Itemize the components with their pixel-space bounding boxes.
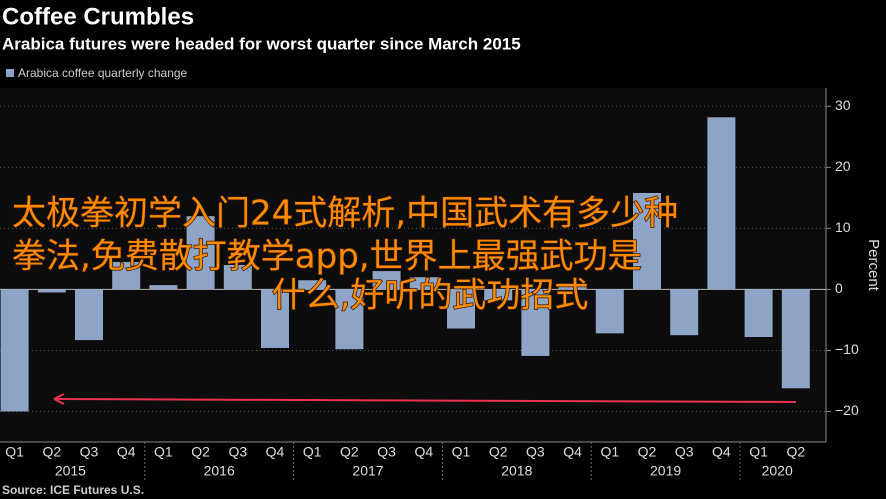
bar: [0, 289, 29, 412]
y-axis-label: Percent: [865, 239, 882, 292]
x-tick-label: Q3: [377, 444, 396, 460]
overlay-text: 太极拳初学入门24式解析,中国武术有多少种: [12, 194, 678, 234]
x-tick-label: Q1: [303, 444, 322, 460]
year-label: 2019: [650, 463, 681, 479]
bar: [781, 289, 810, 389]
x-tick-label: Q1: [749, 444, 768, 460]
x-tick-label: Q1: [154, 444, 173, 460]
x-tick-label: Q1: [452, 444, 471, 460]
x-tick-label: Q2: [42, 444, 61, 460]
bar: [112, 261, 141, 290]
legend-label: Arabica coffee quarterly change: [18, 66, 188, 80]
x-tick-label: Q2: [191, 444, 210, 460]
x-tick-label: Q4: [712, 444, 731, 460]
x-tick-label: Q3: [228, 444, 247, 460]
x-tick-label: Q2: [340, 444, 359, 460]
x-tick-label: Q3: [80, 444, 99, 460]
bar: [707, 117, 736, 290]
x-tick-label: Q4: [563, 444, 582, 460]
bar: [558, 283, 587, 290]
bar: [335, 289, 364, 350]
bar: [521, 289, 550, 356]
bar: [149, 285, 178, 290]
chart-subtitle: Arabica futures were headed for worst qu…: [2, 34, 521, 53]
bar: [409, 277, 438, 290]
legend-swatch: [6, 69, 14, 77]
bar: [261, 289, 289, 349]
year-label: 2018: [501, 463, 532, 479]
chart-title: Coffee Crumbles: [2, 3, 194, 30]
bar: [744, 289, 773, 338]
y-tick-label: 20: [835, 158, 851, 174]
bar: [447, 289, 475, 329]
source: Source: ICE Futures U.S.: [2, 483, 144, 497]
bar: [186, 216, 215, 290]
x-tick-label: Q2: [786, 444, 805, 460]
x-tick-label: Q3: [675, 444, 694, 460]
bar: [670, 289, 699, 336]
x-tick-label: Q4: [117, 444, 136, 460]
bar: [484, 289, 513, 301]
year-label: 2017: [352, 463, 383, 479]
y-tick-label: 0: [835, 280, 843, 296]
bar: [595, 289, 624, 334]
x-tick-label: Q4: [414, 444, 433, 460]
bar: [75, 289, 103, 341]
bar: [633, 192, 661, 290]
y-tick-label: −10: [835, 341, 859, 357]
arrow-head: [53, 393, 65, 405]
overlay-text: 什么,好听的武功招式: [272, 276, 589, 316]
overlay-text: 拳法,免费散打教学app,世界上最强武功是: [12, 237, 642, 277]
year-label: 2020: [762, 463, 793, 479]
year-label: 2015: [55, 463, 86, 479]
bar: [223, 265, 252, 290]
x-tick-label: Q2: [489, 444, 508, 460]
x-tick-label: Q1: [600, 444, 619, 460]
y-tick-label: 10: [835, 219, 851, 235]
bar: [372, 271, 401, 290]
y-tick-label: 30: [835, 97, 851, 113]
bar: [298, 280, 327, 290]
x-tick-label: Q4: [266, 444, 285, 460]
x-tick-label: Q1: [5, 444, 24, 460]
x-tick-label: Q2: [638, 444, 657, 460]
y-tick-label: −20: [835, 402, 859, 418]
year-label: 2016: [204, 463, 235, 479]
annotation-arrow: [53, 398, 797, 403]
bar: [37, 289, 66, 293]
x-tick-label: Q3: [526, 444, 545, 460]
